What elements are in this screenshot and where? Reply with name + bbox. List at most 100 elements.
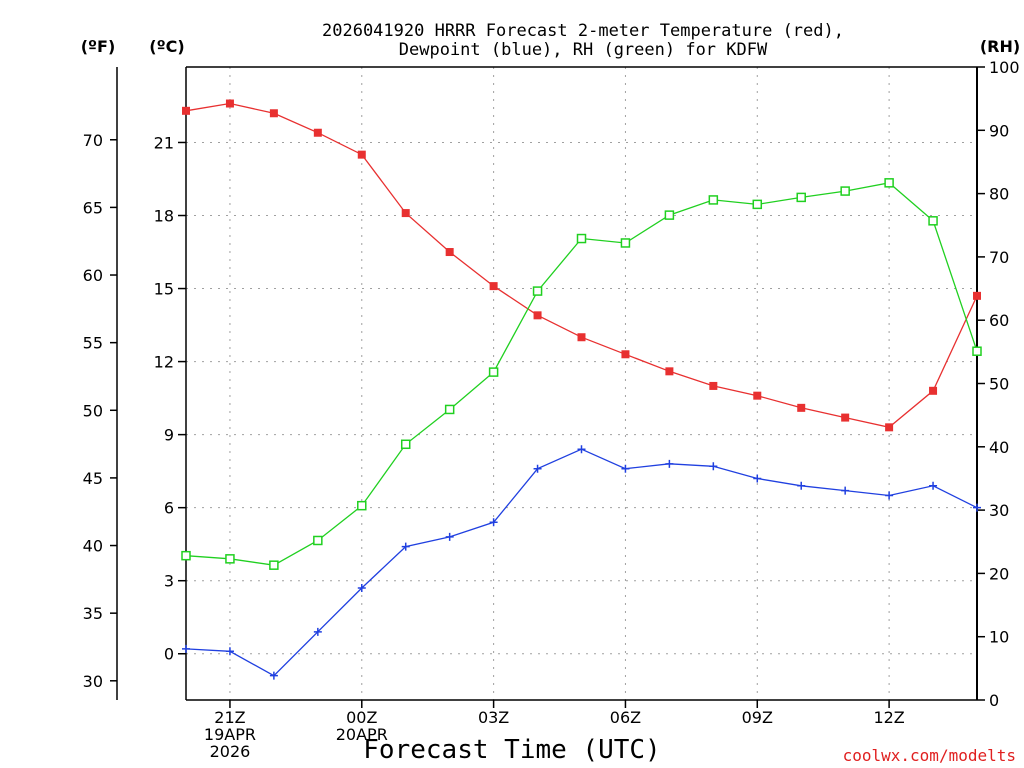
x-tick-label: 2026	[210, 742, 251, 761]
fahrenheit-tick-label: 40	[83, 537, 103, 556]
celsius-tick-label: 15	[154, 280, 174, 299]
rh-point	[357, 500, 367, 511]
x-tick-label: 09Z	[742, 708, 773, 727]
temperature-point	[577, 333, 586, 342]
dewpoint-point	[313, 627, 322, 636]
rh-tick-label: 100	[989, 58, 1020, 77]
rh-tick-label: 0	[989, 691, 999, 710]
dewpoint-point	[621, 464, 630, 473]
x-tick-label: 20APR	[336, 725, 388, 744]
temperature-point	[489, 282, 498, 291]
x-axis-label: Forecast Time (UTC)	[363, 735, 660, 765]
dewpoint-point	[753, 474, 762, 483]
rh-point	[181, 550, 191, 561]
rh-point	[313, 535, 323, 546]
temperature-point	[269, 109, 278, 118]
axes	[110, 66, 985, 708]
rh-point	[928, 216, 938, 226]
temperature-point	[841, 413, 850, 422]
rh-tick-label: 30	[989, 501, 1009, 520]
x-tick-label: 00Z	[346, 708, 377, 727]
rh-point	[576, 233, 587, 244]
fahrenheit-tick-label: 60	[83, 266, 103, 285]
temperature-point	[797, 403, 806, 412]
dewpoint-point	[665, 459, 674, 468]
rh-point	[400, 439, 411, 450]
celsius-tick-label: 21	[154, 133, 174, 152]
dewpoint-point	[357, 584, 366, 593]
rh-point	[488, 367, 499, 377]
grid-lines	[186, 67, 977, 700]
celsius-tick-label: 12	[154, 353, 174, 372]
temperature-point	[445, 248, 454, 257]
fahrenheit-tick-label: 55	[83, 334, 103, 353]
fahrenheit-tick-label: 45	[83, 469, 103, 488]
tick-labels: 0 3 6 9 12 15 18 21 30 35 40 45 50 55 60 65 70 0 10 20 30 40 5…	[83, 58, 1020, 761]
data-series	[181, 99, 982, 680]
x-tick-label: 19APR	[204, 725, 256, 744]
dewpoint-series-line	[185, 448, 978, 677]
rh-point	[664, 210, 675, 220]
temperature-point	[182, 106, 190, 115]
rh-tick-label: 50	[989, 375, 1009, 394]
temperature-point	[357, 150, 366, 159]
celsius-tick-label: 6	[164, 499, 174, 518]
rh-unit-label: (RH)	[980, 37, 1020, 56]
fahrenheit-tick-label: 50	[83, 401, 103, 420]
credit-text: coolwx.com/modelts	[843, 746, 1016, 765]
rh-tick-label: 20	[989, 564, 1009, 583]
rh-point	[444, 404, 455, 415]
celsius-unit-label: (ºC)	[149, 37, 184, 56]
temperature-point	[929, 386, 938, 395]
x-tick-label: 21Z	[214, 708, 245, 727]
fahrenheit-unit-label: (ºF)	[81, 37, 116, 56]
rh-point	[708, 195, 719, 205]
fahrenheit-tick-label: 35	[83, 604, 103, 623]
dewpoint-point	[445, 532, 454, 541]
dewpoint-point	[182, 644, 190, 653]
temperature-series-line	[185, 102, 978, 429]
fahrenheit-tick-label: 65	[83, 198, 103, 217]
rh-tick-label: 70	[989, 248, 1009, 267]
rh-point	[532, 286, 543, 296]
chart-title-line2: Dewpoint (blue), RH (green) for KDFW	[399, 40, 768, 60]
temperature-point	[401, 209, 410, 218]
celsius-tick-label: 0	[164, 645, 174, 664]
dewpoint-point	[841, 486, 850, 495]
rh-tick-label: 10	[989, 628, 1009, 647]
rh-point	[972, 346, 982, 356]
temperature-point	[973, 291, 981, 300]
fahrenheit-tick-label: 70	[83, 131, 103, 150]
fahrenheit-tick-label: 30	[83, 672, 103, 691]
dewpoint-point	[709, 462, 718, 471]
dewpoint-point	[577, 445, 586, 454]
temperature-point	[621, 350, 630, 359]
x-tick-label: 03Z	[478, 708, 509, 727]
rh-point	[752, 199, 763, 210]
temperature-point	[313, 128, 322, 137]
dewpoint-point	[885, 491, 894, 500]
dewpoint-point	[533, 464, 542, 473]
rh-point	[884, 178, 894, 188]
rh-tick-label: 80	[989, 185, 1009, 204]
dewpoint-point	[929, 481, 938, 490]
rh-point	[840, 186, 850, 196]
dewpoint-point	[401, 542, 410, 551]
rh-point	[620, 238, 631, 248]
dewpoint-point	[269, 671, 278, 680]
chart-title-line1: 2026041920 HRRR Forecast 2-meter Tempera…	[322, 21, 844, 41]
celsius-tick-label: 3	[164, 572, 174, 591]
temperature-point	[753, 391, 762, 400]
celsius-tick-label: 9	[164, 426, 174, 445]
rh-point	[796, 192, 806, 203]
temperature-point	[885, 423, 894, 432]
celsius-tick-label: 18	[154, 207, 174, 226]
dewpoint-point	[489, 518, 498, 527]
dewpoint-point	[797, 481, 806, 490]
rh-tick-label: 90	[989, 121, 1009, 140]
temperature-point	[709, 381, 718, 390]
x-tick-label: 12Z	[873, 708, 904, 727]
dewpoint-point	[225, 647, 234, 656]
temperature-point	[665, 367, 674, 376]
